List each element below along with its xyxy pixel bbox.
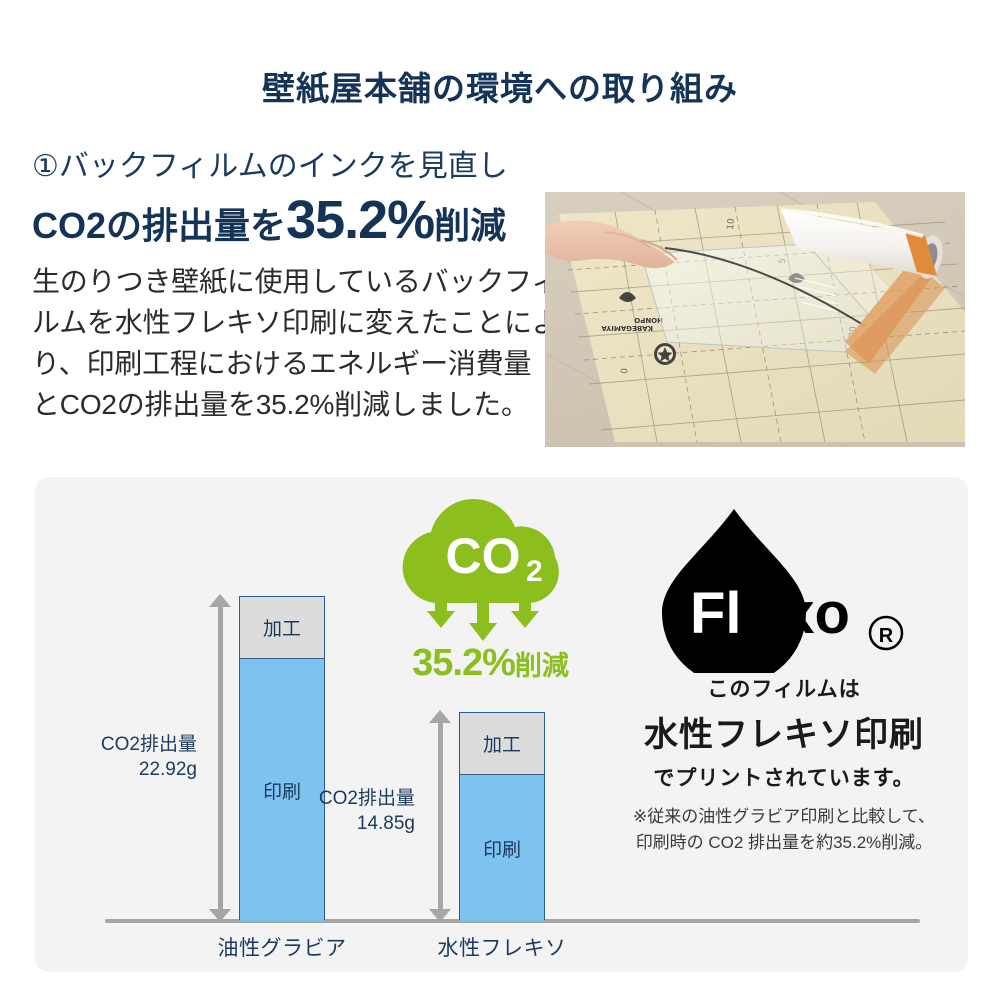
- svg-text:10: 10: [726, 218, 737, 231]
- arrow-shaft: [438, 720, 443, 912]
- flexo-copy: このフィルムは 水性フレキソ印刷 でプリントされています。 ※従来の油性グラビア…: [600, 673, 968, 857]
- measure-label-value: 14.85g: [356, 812, 415, 834]
- flexo-logo-text-inner: Fl: [690, 581, 742, 646]
- headline-value: 35.2%: [286, 189, 435, 250]
- flexo-note: ※従来の油性グラビア印刷と比較して、 印刷時の CO2 排出量を約35.2%削減…: [600, 804, 968, 857]
- co2-icon-subscript: 2: [526, 555, 543, 588]
- co2-icon-label: CO: [446, 528, 521, 584]
- photo-illustration: 10 5 0 20 KABEGAMIYA HONPO: [545, 192, 965, 447]
- bar-segment-process: 加工: [460, 713, 544, 775]
- down-arrows-icon: [427, 599, 539, 641]
- co2-reduction-value: 35.2%: [412, 642, 516, 684]
- bar-segment-print: 印刷: [460, 775, 544, 921]
- flexo-logo: Fl exo R: [600, 501, 968, 673]
- flexo-note-line: ※従来の油性グラビア印刷と比較して、: [633, 807, 935, 826]
- measure-label-value: 22.92g: [138, 758, 197, 780]
- body-line: とCO2の排出量を35.2%削減しました。: [32, 388, 529, 420]
- bar-oil-gravure: 加工 印刷: [239, 596, 325, 921]
- arrow-shaft: [218, 604, 223, 912]
- svg-text:HONPO: HONPO: [634, 316, 663, 324]
- measure-label-oil-gravure: CO2排出量 22.92g: [45, 733, 197, 782]
- measure-arrow-oil-gravure: [209, 594, 231, 922]
- intro-item-line: ①バックフィルムのインクを見直し: [32, 150, 508, 183]
- flexo-line-3: でプリントされています。: [653, 767, 915, 790]
- svg-text:0: 0: [620, 367, 630, 374]
- arrow-head-up-icon: [209, 594, 231, 607]
- intro-text-column: ①バックフィルムのインクを見直し CO2の排出量を 35.2% 削減 生のりつき…: [32, 150, 560, 426]
- registered-mark-icon: R: [868, 615, 904, 651]
- arrow-head-down-icon: [429, 909, 451, 922]
- svg-text:KABEGAMIYA: KABEGAMIYA: [601, 324, 653, 332]
- flexo-line-2: 水性フレキソ印刷: [644, 716, 924, 754]
- arrow-head-up-icon: [429, 710, 451, 723]
- flexo-block: Fl exo R このフィルムは 水性フレキソ印刷 でプリントされています。 ※…: [600, 501, 968, 857]
- flexo-droplet-icon: Fl exo R: [662, 509, 904, 673]
- measure-label-title: CO2排出量: [100, 734, 197, 755]
- co2-reduction-suffix: 削減: [514, 651, 569, 681]
- co2-cloud-icon: CO 2: [402, 498, 559, 641]
- body-line: 生のりつき壁紙に使用しているバックフィ: [32, 265, 560, 297]
- body-line: ルムを水性フレキソ印刷に変えたことによ: [32, 306, 560, 338]
- arrow-head-down-icon: [209, 909, 231, 922]
- headline-suffix: 削減: [434, 204, 507, 246]
- measure-label-water-flexo: CO2排出量 14.85g: [263, 787, 415, 836]
- bar-water-flexo: 加工 印刷: [459, 712, 545, 921]
- category-label-oil-gravure: 油性グラビア: [217, 937, 347, 960]
- bar-segment-process: 加工: [240, 597, 324, 659]
- flexo-line-1: このフィルムは: [707, 678, 861, 701]
- co2-reduction-text: 35.2%削減: [383, 642, 598, 685]
- page-title: 壁紙屋本舗の環境への取り組み: [262, 70, 738, 107]
- co2-bar-chart: 加工 印刷 加工 印刷 CO2排出量 22.92g CO2排出量 14.85g: [35, 477, 920, 972]
- body-line: り、印刷工程におけるエネルギー消費量: [32, 347, 532, 379]
- comparison-panel: 加工 印刷 加工 印刷 CO2排出量 22.92g CO2排出量 14.85g: [35, 477, 968, 972]
- measure-label-title: CO2排出量: [318, 788, 415, 809]
- bar-segment-print: 印刷: [240, 659, 324, 921]
- svg-text:R: R: [879, 625, 894, 647]
- flexo-note-line: 印刷時の CO2 排出量を約35.2%削減。: [635, 833, 933, 853]
- intro-headline: CO2の排出量を 35.2% 削減: [32, 193, 542, 247]
- wallpaper-film-photo: 10 5 0 20 KABEGAMIYA HONPO: [545, 192, 965, 447]
- flexo-logo-text-outer: exo: [750, 581, 850, 646]
- co2-reduction-badge: CO 2 35.2%削減: [383, 495, 598, 695]
- chart-baseline: [105, 919, 920, 923]
- intro-body-copy: 生のりつき壁紙に使用しているバックフィ ルムを水性フレキソ印刷に変えたことによ …: [32, 261, 560, 426]
- measure-arrow-water-flexo: [429, 710, 451, 922]
- headline-prefix: CO2の排出量を: [32, 204, 287, 246]
- category-label-water-flexo: 水性フレキソ: [437, 937, 567, 960]
